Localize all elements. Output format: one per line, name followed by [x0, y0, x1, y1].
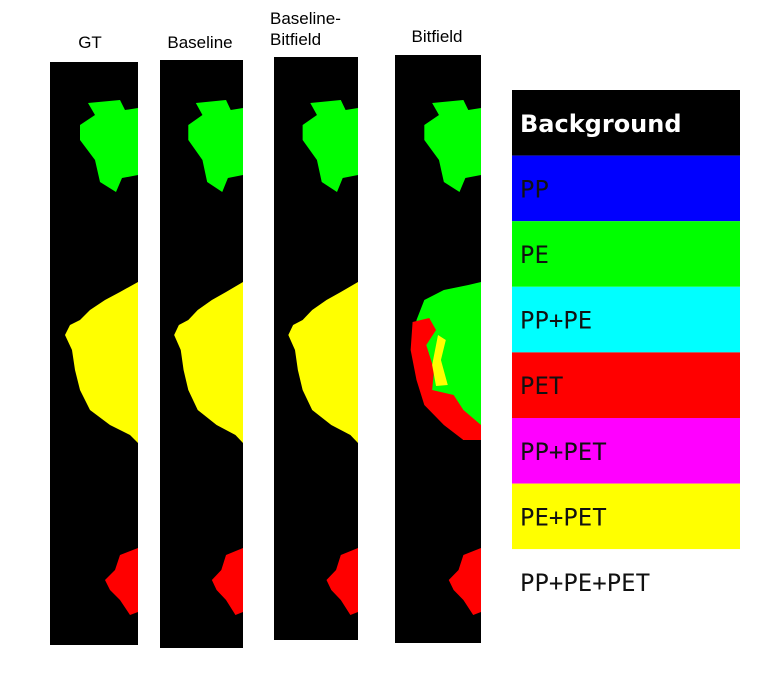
legend-label: PP+PET: [520, 438, 607, 466]
segment-region: [211, 548, 243, 615]
segment-region: [302, 100, 358, 192]
legend-swatch: [512, 90, 740, 156]
segment-region: [326, 548, 358, 615]
legend-swatch: [512, 155, 740, 222]
panel-title: GT: [78, 33, 102, 52]
segment-region: [288, 282, 358, 443]
segment-region: [188, 100, 243, 192]
segment-region: [410, 318, 481, 440]
legend-label: PE+PET: [520, 503, 607, 531]
legend-label: PET: [520, 372, 563, 400]
legend-label: PP+PE: [520, 307, 592, 335]
segment-region: [448, 548, 481, 615]
legend-swatch: [512, 418, 740, 484]
panel-title: Bitfield: [411, 27, 463, 46]
segment-region: [174, 282, 243, 443]
legend-label: PP: [520, 175, 549, 203]
legend-swatch: [512, 221, 740, 287]
legend-swatch: [512, 352, 740, 418]
legend-label: PE: [520, 241, 549, 269]
segment-region: [80, 100, 138, 192]
panel-title: Baseline-Bitfield: [270, 9, 341, 49]
legend-label: Background: [520, 110, 682, 138]
segment-region: [424, 100, 481, 192]
segment-region: [105, 548, 138, 615]
panel-title: Baseline: [167, 33, 233, 52]
legend-swatch: [512, 286, 740, 353]
segment-region: [65, 282, 138, 443]
legend-swatch: [512, 549, 740, 615]
legend-swatch: [512, 483, 740, 550]
segment-region: [432, 335, 448, 386]
legend-label: PP+PE+PET: [520, 569, 650, 597]
